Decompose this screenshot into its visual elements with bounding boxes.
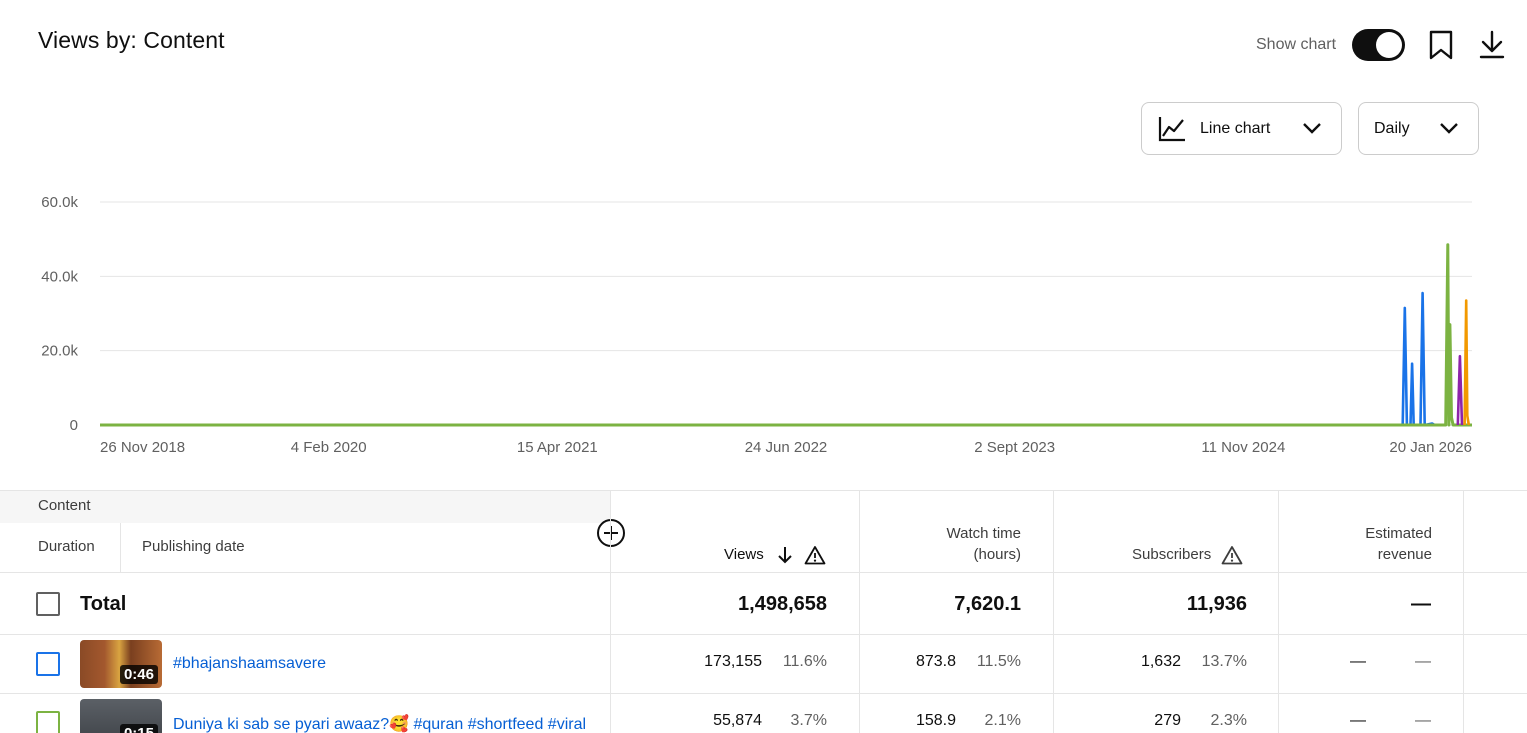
y-tick-label: 20.0k — [41, 343, 78, 360]
row-divider — [0, 634, 1527, 635]
row-revenue: — — [1350, 653, 1366, 670]
series-line — [1401, 291, 1436, 427]
bookmark-icon[interactable] — [1426, 30, 1456, 60]
x-tick-label: 15 Apr 2021 — [517, 439, 598, 456]
show-chart-toggle[interactable] — [1352, 29, 1405, 61]
content-column-header[interactable]: Content — [38, 497, 91, 514]
x-tick-label: 24 Jun 2022 — [745, 439, 828, 456]
column-divider — [1278, 491, 1279, 733]
y-tick-label: 40.0k — [41, 268, 78, 285]
revenue-column-header[interactable]: Estimated revenue — [1320, 523, 1432, 565]
row-subs-pct: 2.3% — [1210, 712, 1247, 729]
period-label: Daily — [1374, 120, 1410, 137]
x-tick-label: 20 Jan 2026 — [1389, 439, 1472, 456]
warning-icon — [1221, 545, 1243, 565]
chart-type-label: Line chart — [1200, 120, 1271, 137]
views-column-header[interactable]: Views — [724, 544, 826, 565]
line-chart-icon — [1158, 116, 1186, 147]
row-revenue-pct: — — [1415, 653, 1431, 670]
chevron-down-icon — [1438, 117, 1460, 144]
duration-column-header[interactable]: Duration — [38, 538, 95, 555]
total-checkbox[interactable] — [36, 592, 60, 616]
row-subs-pct: 13.7% — [1201, 653, 1247, 670]
content-header-band — [0, 491, 610, 523]
subheader-divider — [120, 523, 121, 572]
show-chart-label: Show chart — [1256, 36, 1337, 53]
duration-badge: 0:15 — [119, 724, 158, 733]
watch-time-header-line1: Watch time — [946, 525, 1021, 542]
video-title-link[interactable]: #bhajanshaamsavere — [173, 655, 326, 672]
row-views: 55,874 — [713, 712, 762, 729]
row-revenue: — — [1350, 712, 1366, 729]
y-tick-label: 60.0k — [41, 194, 78, 211]
video-thumbnail[interactable]: 0:15 — [80, 699, 162, 733]
video-title-link[interactable]: Duniya ki sab se pyari awaaz?🥰 #quran #s… — [173, 716, 587, 733]
column-divider — [610, 491, 611, 733]
column-divider — [1463, 491, 1464, 733]
revenue-header-line2: revenue — [1377, 546, 1432, 563]
total-watch-time: 7,620.1 — [954, 593, 1021, 615]
x-tick-label: 26 Nov 2018 — [100, 439, 185, 456]
row-revenue-pct: — — [1415, 712, 1431, 729]
column-divider — [859, 491, 860, 733]
total-label: Total — [80, 593, 127, 615]
row-watch-pct: 11.5% — [976, 653, 1021, 670]
row-views-pct: 11.6% — [782, 653, 827, 670]
subscribers-header-label: Subscribers — [1132, 546, 1212, 563]
views-line-chart: 60.0k 40.0k 20.0k 0 26 Nov 2018 4 Feb 2020 15 … — [41, 194, 1472, 456]
add-column-icon[interactable] — [596, 518, 626, 548]
video-thumbnail[interactable]: 0:46 — [80, 640, 162, 688]
row-watch-time: 873.8 — [915, 653, 956, 670]
row-watch-pct: 2.1% — [984, 712, 1021, 729]
duration-badge: 0:46 — [119, 665, 158, 684]
subscribers-column-header[interactable]: Subscribers — [1132, 544, 1243, 565]
total-subscribers: 11,936 — [1186, 593, 1247, 615]
sort-down-arrow-icon — [776, 545, 794, 565]
row-checkbox[interactable] — [36, 711, 60, 733]
x-tick-label: 2 Sept 2023 — [974, 439, 1055, 456]
download-icon[interactable] — [1477, 30, 1507, 60]
row-divider — [0, 693, 1527, 694]
y-tick-label: 0 — [70, 417, 78, 434]
chevron-down-icon — [1301, 117, 1323, 144]
column-divider — [1053, 491, 1054, 733]
views-header-label: Views — [724, 546, 764, 563]
row-watch-time: 158.9 — [915, 712, 956, 729]
watch-time-header-line2: (hours) — [973, 546, 1021, 563]
period-dropdown[interactable]: Daily — [1358, 102, 1479, 155]
series-line — [100, 243, 1472, 427]
warning-icon — [804, 545, 826, 565]
watch-time-column-header[interactable]: Watch time (hours) — [900, 523, 1021, 565]
total-views: 1,498,658 — [738, 593, 827, 615]
publishing-date-column-header[interactable]: Publishing date — [142, 538, 245, 555]
chart-type-dropdown[interactable]: Line chart — [1141, 102, 1342, 155]
total-revenue: — — [1411, 593, 1431, 615]
row-checkbox[interactable] — [36, 652, 60, 676]
row-subscribers: 1,632 — [1140, 653, 1181, 670]
table-divider — [0, 490, 1527, 491]
toggle-knob — [1376, 32, 1402, 58]
page-title: Views by: Content — [38, 27, 225, 53]
row-views: 173,155 — [704, 653, 762, 670]
revenue-header-line1: Estimated — [1365, 525, 1432, 542]
series-line — [1456, 354, 1464, 426]
row-subscribers: 279 — [1154, 712, 1181, 729]
row-views-pct: 3.7% — [790, 712, 827, 729]
series-line — [1463, 299, 1471, 426]
row-divider — [0, 572, 1527, 573]
x-tick-label: 4 Feb 2020 — [291, 439, 367, 456]
x-tick-label: 11 Nov 2024 — [1201, 439, 1285, 456]
